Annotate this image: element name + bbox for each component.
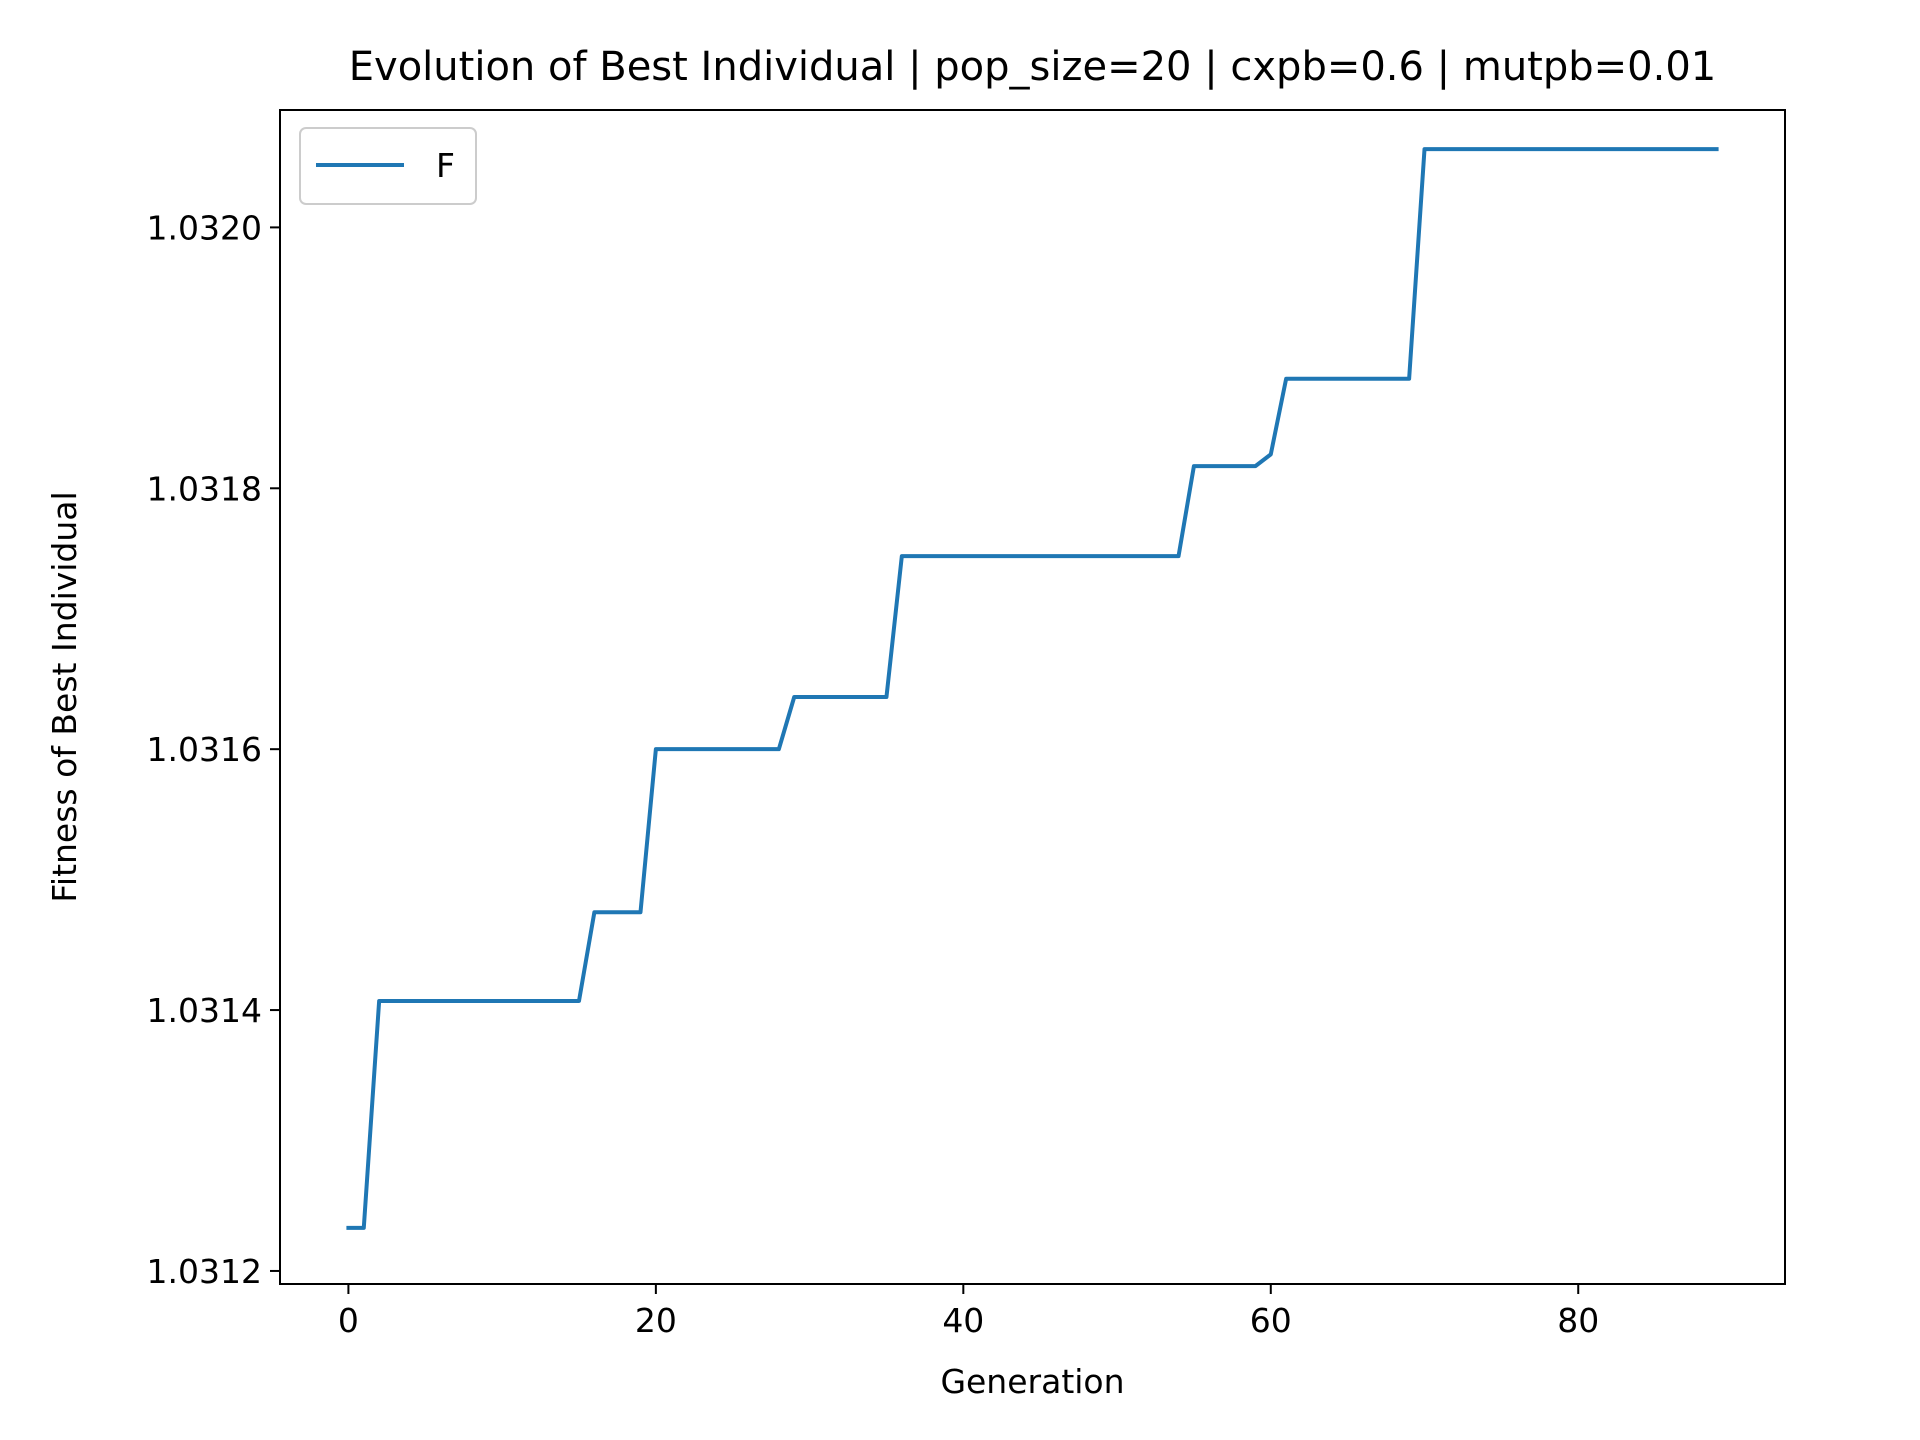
y-tick-label: 1.0312 [147,1252,262,1291]
legend: F [299,127,477,205]
x-tick-label: 80 [1557,1301,1599,1340]
x-tick-label: 20 [635,1301,677,1340]
y-tick-label: 1.0316 [147,730,262,769]
x-tick-label: 0 [338,1301,359,1340]
x-tick-label: 40 [942,1301,984,1340]
series-layer [346,147,1719,1230]
y-tick-label: 1.0318 [147,469,262,508]
y-tick-label: 1.0314 [147,991,262,1030]
legend-label: F [436,146,455,185]
chart-title: Evolution of Best Individual | pop_size=… [349,44,1716,90]
plot-area [279,109,1786,1285]
y-axis-label: Fitness of Best Individual [45,491,84,902]
x-axis-label: Generation [940,1362,1124,1401]
x-axis: 0 20 40 60 80 [338,1284,1599,1340]
y-axis: 1.0312 1.0314 1.0316 1.0318 1.0320 [147,208,280,1291]
x-tick-label: 60 [1250,1301,1292,1340]
plot-frame [279,109,1786,1285]
y-tick-label: 1.0320 [147,208,262,247]
series-line-F [346,147,1719,1230]
